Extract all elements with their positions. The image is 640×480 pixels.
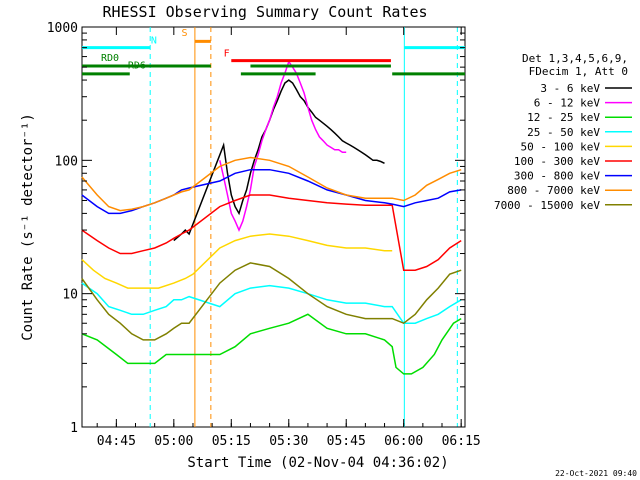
series-line-800-7000-kev xyxy=(81,156,462,212)
legend-label-5: 100 - 300 keV xyxy=(514,155,600,168)
legend: Det 1,3,4,5,6,9,FDecim 1, Att 0 3 - 6 keV… xyxy=(494,52,632,212)
series-line-6-12-kev xyxy=(219,59,347,233)
series-line-100-300-kev xyxy=(81,194,462,271)
series-line-12-25-kev xyxy=(81,313,462,375)
annotation-n: N xyxy=(151,36,157,47)
plot-frame xyxy=(81,26,466,428)
plot-border xyxy=(81,26,466,428)
legend-header-1: FDecim 1, Att 0 xyxy=(529,65,628,78)
chart-title: RHESSI Observing Summary Count Rates xyxy=(102,3,427,21)
annotation-rd0: RD0 xyxy=(101,53,119,64)
legend-label-3: 25 - 50 keV xyxy=(527,126,600,139)
x-tick-label-4: 05:45 xyxy=(327,434,366,449)
x-tick-label-3: 05:30 xyxy=(269,434,308,449)
series-line-3-6-kev xyxy=(173,79,385,242)
x-tick-label-5: 06:00 xyxy=(384,434,423,449)
y-axis-label: Count Rate (s⁻¹ detector⁻¹) xyxy=(20,113,36,341)
series-line-50-100-kev xyxy=(81,233,393,289)
x-tick-label-2: 05:15 xyxy=(212,434,251,449)
x-tick-label-6: 06:15 xyxy=(442,434,481,449)
state-bars: N S F RD0 RD6 xyxy=(82,28,465,76)
annotation-f: F xyxy=(224,49,230,60)
footer-timestamp: 22-Oct-2021 09:40 xyxy=(555,469,637,478)
legend-header-0: Det 1,3,4,5,6,9, xyxy=(522,52,628,65)
y-tick-label-0: 1 xyxy=(70,421,78,436)
legend-label-2: 12 - 25 keV xyxy=(527,111,600,124)
annotation-rd6: RD6 xyxy=(128,61,146,72)
y-tick-label-1: 10 xyxy=(62,288,78,303)
y-tick-label-2: 100 xyxy=(55,154,78,169)
legend-label-8: 7000 - 15000 keV xyxy=(494,199,600,212)
x-axis-label: Start Time (02-Nov-04 04:36:02) xyxy=(187,455,448,471)
x-tick-label-1: 05:00 xyxy=(154,434,193,449)
axes: 04:45 05:00 05:15 05:30 05:45 06:00 06:15 1 10 10… xyxy=(47,21,481,449)
vertical-markers xyxy=(149,27,458,427)
y-tick-label-3: 1000 xyxy=(47,21,78,36)
series-line-7000-15000-kev xyxy=(81,262,462,341)
series-line-25-50-kev xyxy=(81,282,462,324)
legend-label-1: 6 - 12 keV xyxy=(534,97,601,110)
legend-label-6: 300 - 800 keV xyxy=(514,170,600,183)
legend-label-7: 800 - 7000 keV xyxy=(507,184,600,197)
legend-label-4: 50 - 100 keV xyxy=(521,140,601,153)
annotation-s: S xyxy=(181,28,187,39)
x-tick-label-0: 04:45 xyxy=(97,434,136,449)
series-lines xyxy=(81,59,462,375)
legend-label-0: 3 - 6 keV xyxy=(540,82,600,95)
